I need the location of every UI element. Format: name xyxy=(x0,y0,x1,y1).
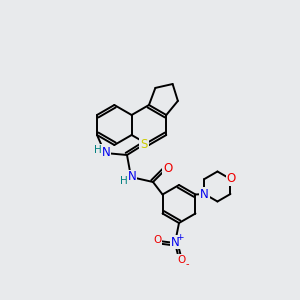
Text: O: O xyxy=(164,161,172,175)
Text: S: S xyxy=(140,139,148,152)
Text: +: + xyxy=(176,232,184,242)
Text: N: N xyxy=(200,188,209,200)
Text: O: O xyxy=(153,235,161,245)
Text: N: N xyxy=(102,146,110,160)
Text: H: H xyxy=(120,176,128,186)
Text: -: - xyxy=(185,259,189,269)
Text: N: N xyxy=(128,170,136,184)
Text: O: O xyxy=(227,172,236,185)
Text: H: H xyxy=(94,145,102,155)
Text: N: N xyxy=(171,236,179,248)
Text: O: O xyxy=(177,255,185,265)
